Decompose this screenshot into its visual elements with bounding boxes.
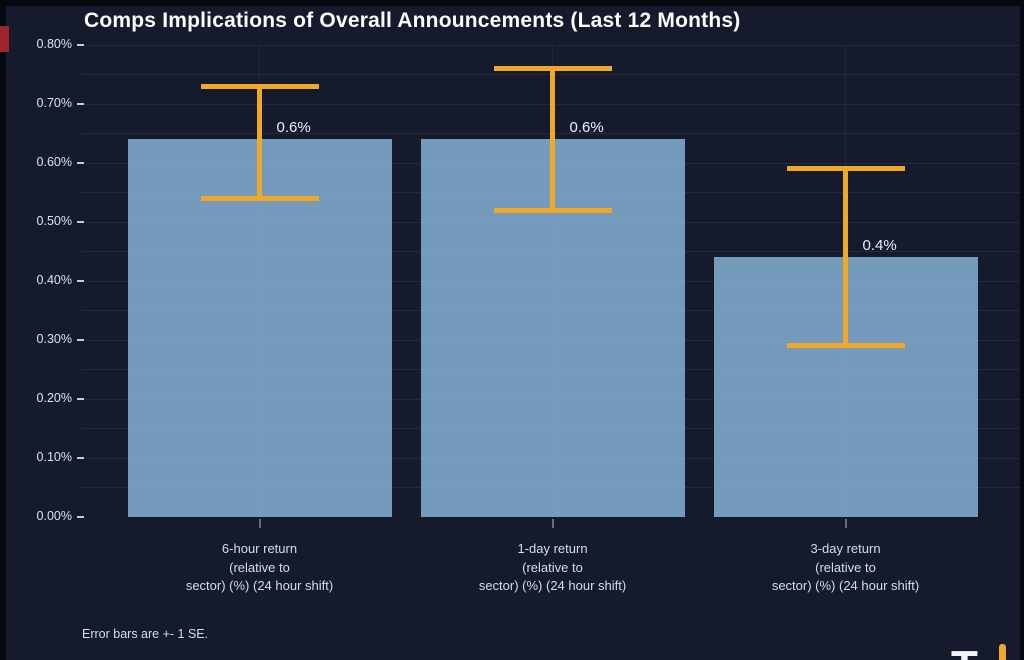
error-bar-cap-top — [200, 83, 319, 89]
error-bar-footnote: Error bars are +- 1 SE. — [82, 627, 209, 641]
bar-value-label: 0.4% — [862, 237, 897, 255]
x-tick-label-line: 3-day return — [810, 541, 881, 556]
error-bar-cap-top — [493, 66, 612, 72]
y-tick — [77, 103, 84, 105]
chart-title: Comps Implications of Overall Announceme… — [84, 9, 741, 32]
error-bar-cap-top — [786, 166, 905, 172]
x-tick-label-line: sector) (%) (24 hour shift) — [478, 578, 627, 593]
logo-letter-partial: T — [951, 645, 978, 660]
error-bar-line — [257, 86, 262, 199]
x-tick — [551, 519, 554, 528]
x-tick — [844, 519, 847, 528]
y-tick — [77, 280, 84, 282]
y-tick-label: 0.80% — [36, 37, 72, 51]
x-tick-label-line: (relative to — [229, 559, 290, 575]
y-tick — [77, 398, 84, 400]
error-bar-line — [550, 68, 555, 211]
x-tick-label: 6-hour return (relative to sector) (%) (24… — [100, 540, 420, 596]
y-tick — [77, 516, 84, 518]
y-tick-label: 0.70% — [36, 96, 72, 110]
bar-value-label: 0.6% — [276, 119, 311, 137]
x-tick-label-line: 6-hour return — [221, 541, 298, 556]
y-tick — [77, 339, 84, 341]
bar-value-label: 0.6% — [569, 119, 604, 137]
y-tick-label: 0.20% — [36, 391, 72, 405]
y-tick-label: 0.30% — [36, 332, 72, 346]
right-edge-strip — [1020, 0, 1024, 660]
h-gridline — [82, 44, 1020, 46]
left-edge-strip — [0, 0, 6, 660]
error-bar-cap-bottom — [786, 343, 905, 349]
y-tick — [77, 457, 84, 459]
x-tick — [258, 519, 261, 528]
y-tick — [77, 221, 84, 223]
error-bar-cap-bottom — [493, 207, 612, 213]
y-tick-label: 0.10% — [36, 450, 72, 464]
top-edge-strip — [0, 0, 1024, 6]
x-tick-label-line: 1-day return — [517, 541, 588, 556]
x-tick-label-line: (relative to — [522, 559, 583, 575]
y-tick-label: 0.40% — [36, 273, 72, 287]
x-tick-label-line: sector) (%) (24 hour shift) — [185, 578, 334, 593]
x-tick-label-line: (relative to — [815, 559, 876, 575]
y-tick — [77, 162, 84, 164]
x-tick-label: 1-day return (relative to sector) (%) (24 … — [393, 540, 713, 596]
error-bar-line — [843, 168, 848, 346]
logo-orange-bar — [999, 644, 1006, 660]
y-tick-label: 0.50% — [36, 214, 72, 228]
red-corner-mark — [0, 26, 9, 52]
y-tick-label: 0.00% — [36, 509, 72, 523]
x-tick-label-line: sector) (%) (24 hour shift) — [771, 578, 920, 593]
y-tick-label: 0.60% — [36, 155, 72, 169]
y-tick — [77, 44, 84, 46]
x-tick-label: 3-day return (relative to sector) (%) (24 … — [686, 540, 1006, 596]
bar — [127, 139, 392, 517]
error-bar-cap-bottom — [200, 195, 319, 201]
